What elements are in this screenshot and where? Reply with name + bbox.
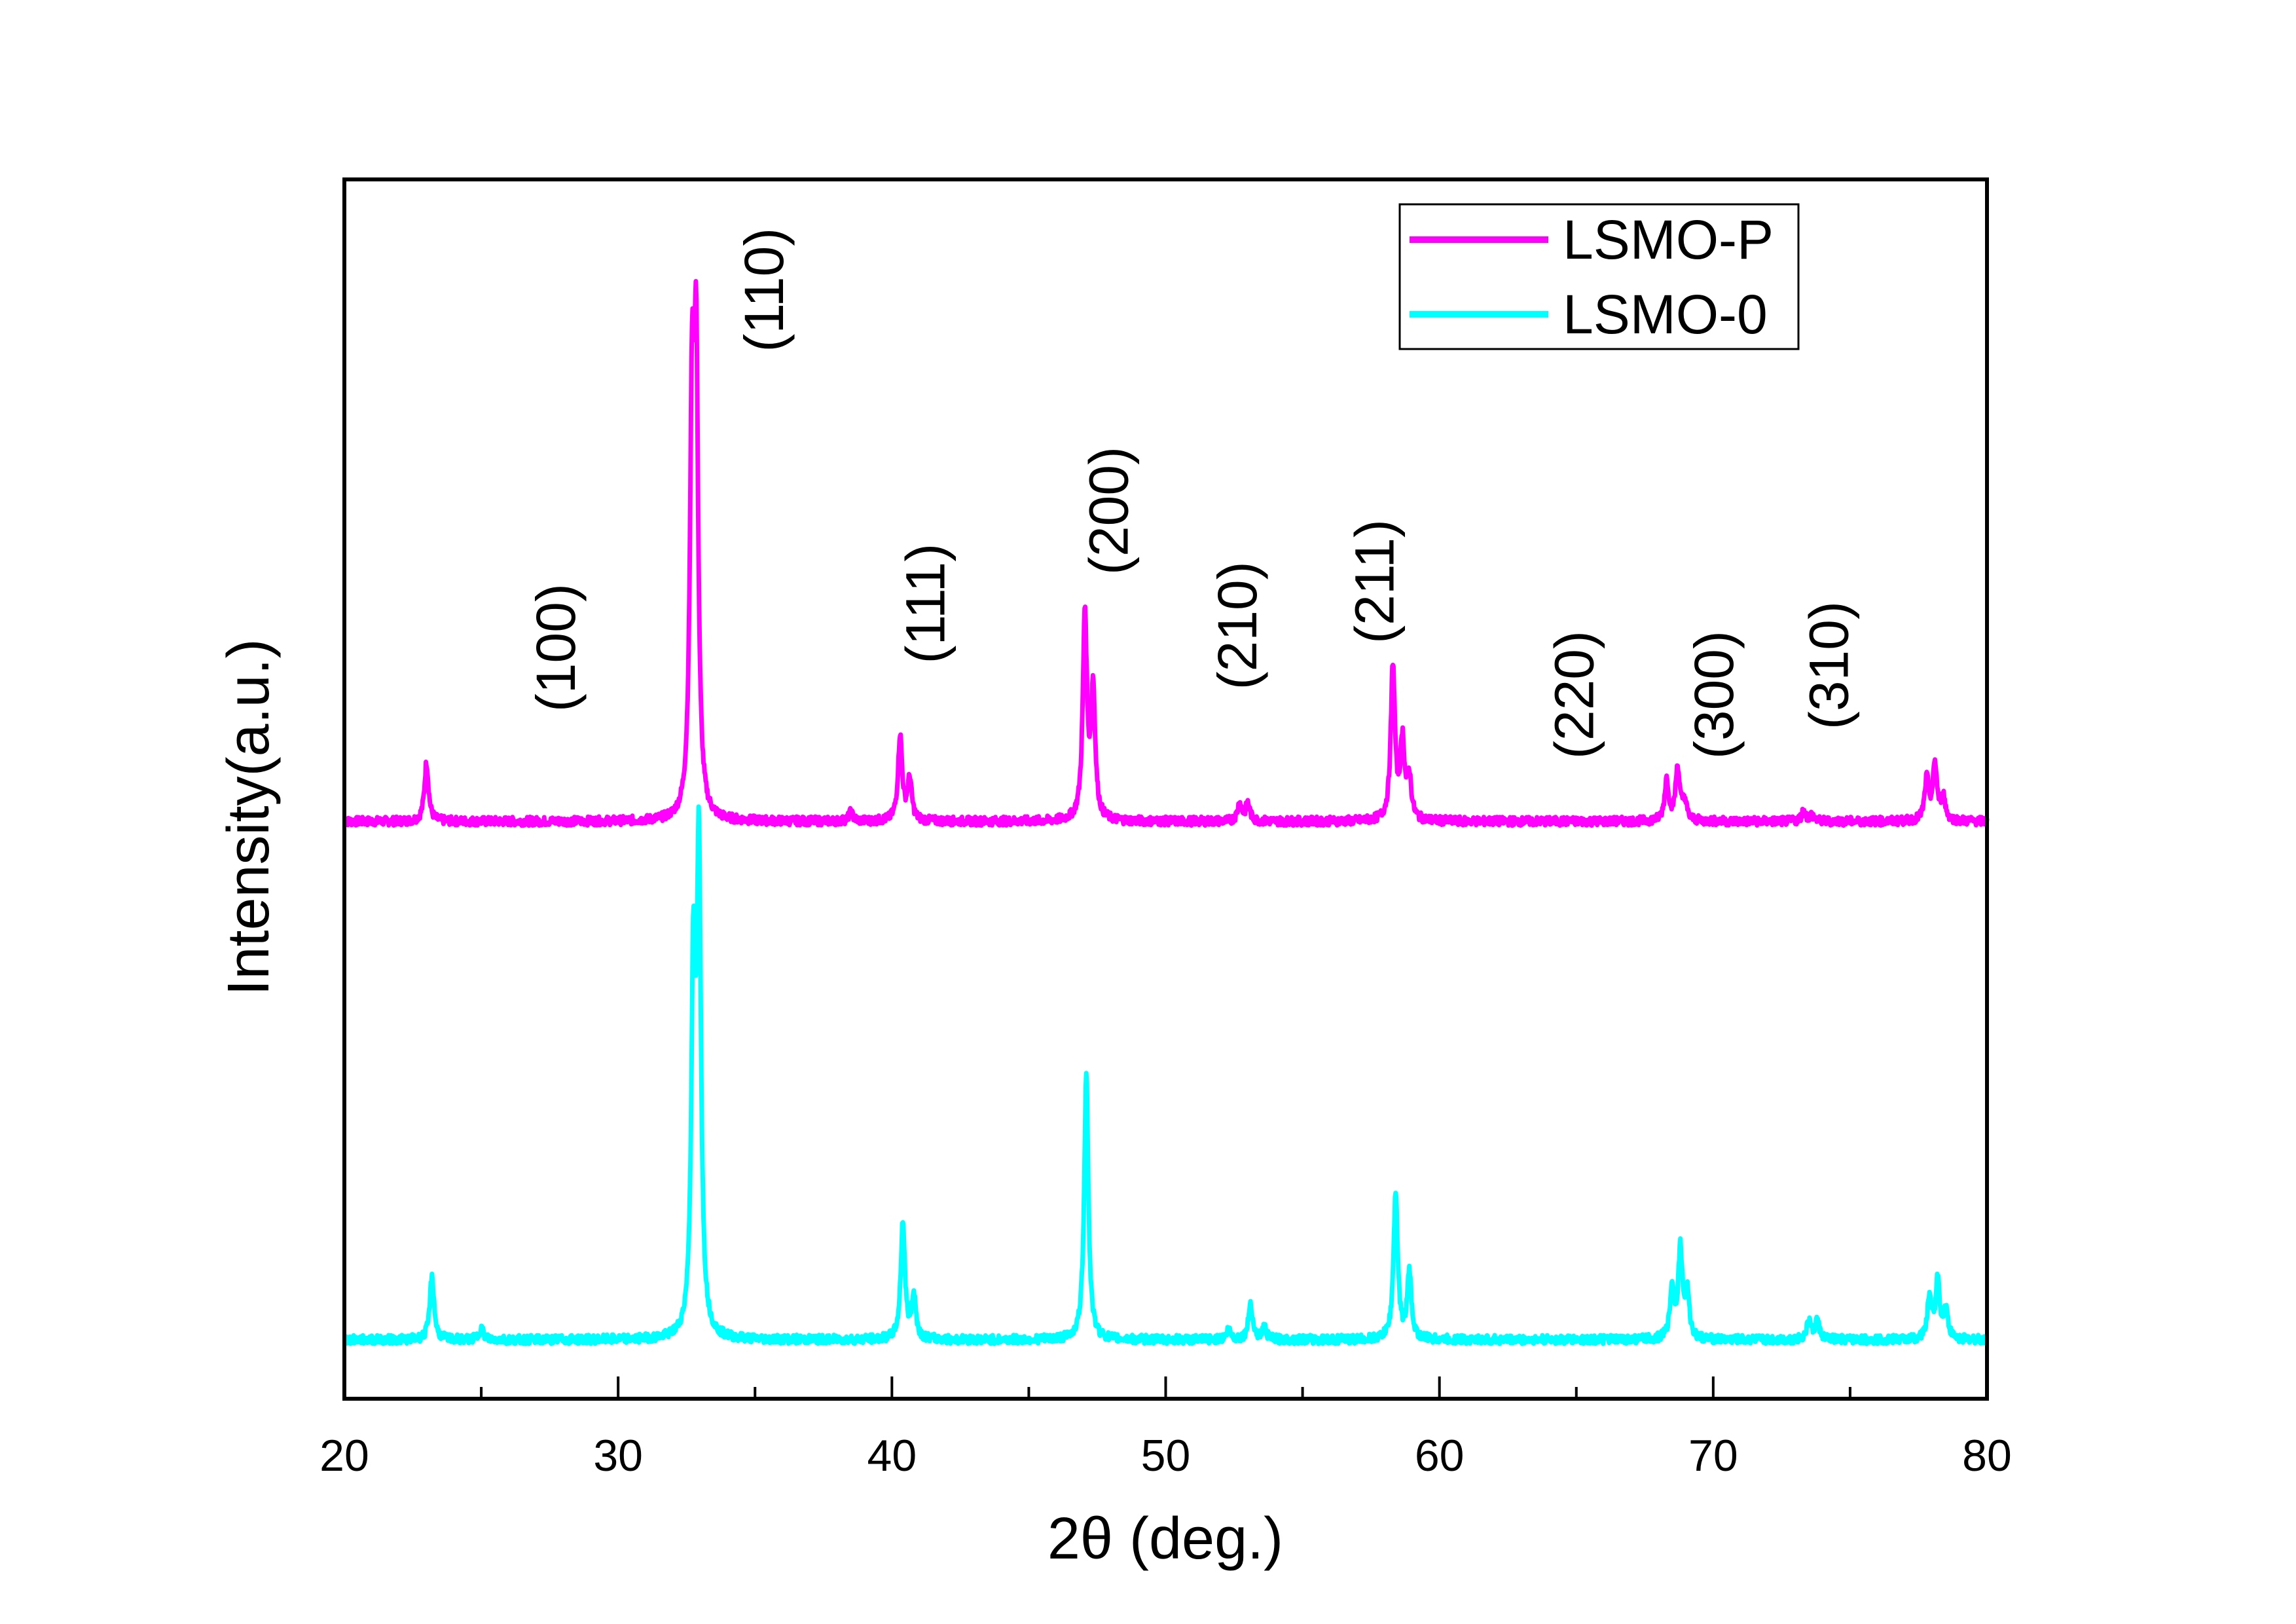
x-axis-title: 2θ (deg.) bbox=[1048, 1506, 1283, 1572]
x-tick-label: 30 bbox=[593, 1431, 643, 1481]
peak-label: (220) bbox=[1544, 631, 1605, 759]
peak-label: (111) bbox=[895, 544, 957, 664]
peak-label: (200) bbox=[1078, 447, 1140, 575]
legend-label-lsmo-0: LSMO-0 bbox=[1563, 284, 1768, 345]
peak-label: (210) bbox=[1207, 561, 1268, 690]
legend: LSMO-P LSMO-0 bbox=[1398, 203, 1800, 350]
series-layer bbox=[342, 279, 1990, 1346]
x-tick-label: 50 bbox=[1141, 1431, 1191, 1481]
peak-label: (110) bbox=[733, 228, 795, 352]
x-tick-label: 60 bbox=[1415, 1431, 1465, 1481]
series-line-lsmo-0 bbox=[342, 804, 1989, 1346]
peak-label: (100) bbox=[525, 583, 587, 712]
legend-label-lsmo-p: LSMO-P bbox=[1563, 209, 1774, 270]
series-line-lsmo-p bbox=[342, 279, 1990, 828]
y-axis-title: Intensity(a.u.) bbox=[216, 638, 282, 995]
peak-label: (211) bbox=[1343, 519, 1405, 644]
x-tick-label: 80 bbox=[1962, 1431, 2012, 1481]
annotation-layer: (100) (110) (111) (200) (210) (211) (220) (300)… bbox=[525, 228, 1859, 759]
x-tick-label: 70 bbox=[1688, 1431, 1738, 1481]
x-tick-label: 20 bbox=[319, 1431, 369, 1481]
peak-label: (310) bbox=[1798, 601, 1859, 729]
x-axis: 20 30 40 50 60 70 80 bbox=[319, 1376, 2012, 1481]
x-tick-label: 40 bbox=[867, 1431, 917, 1481]
legend-box bbox=[1398, 203, 1800, 350]
peak-label: (300) bbox=[1683, 631, 1745, 759]
